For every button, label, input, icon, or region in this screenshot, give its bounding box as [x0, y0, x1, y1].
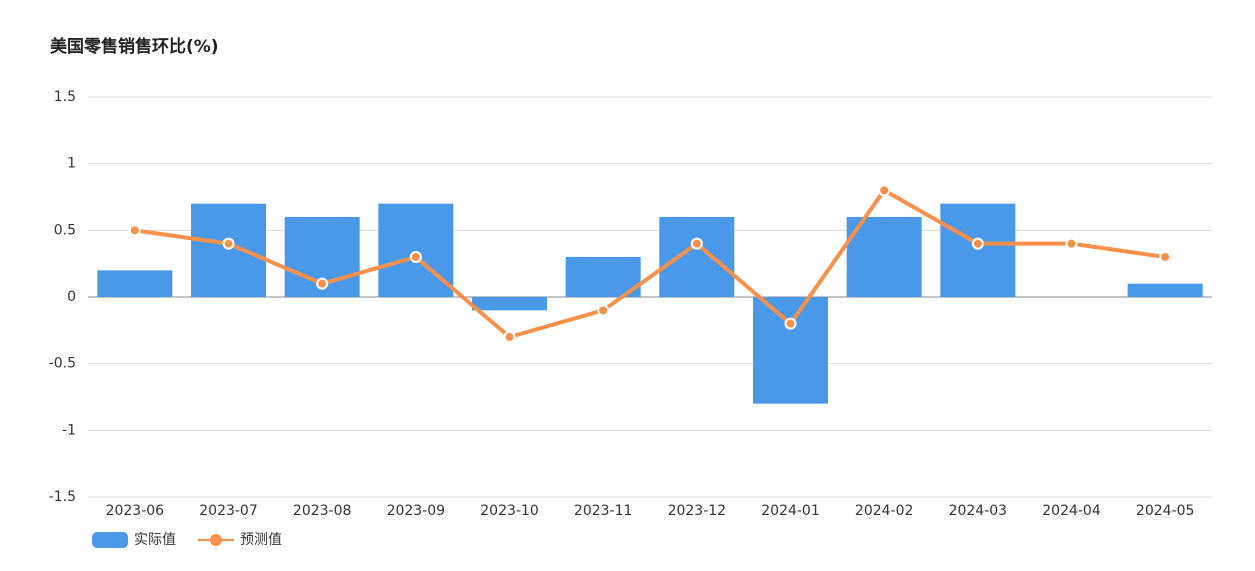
bar — [846, 217, 922, 297]
marker — [971, 237, 984, 250]
x-tick-label: 2023-09 — [387, 503, 446, 519]
y-tick-label: -1.5 — [49, 489, 76, 505]
legend-label: 实际值 — [134, 532, 176, 548]
y-tick-label: 0.5 — [54, 222, 76, 238]
marker — [597, 304, 610, 317]
x-tick-label: 2023-08 — [293, 503, 352, 519]
y-tick-label: -0.5 — [49, 356, 76, 372]
marker — [784, 317, 797, 330]
marker — [1159, 251, 1172, 263]
y-tick-label: 1.5 — [54, 89, 76, 105]
x-tick-label: 2023-11 — [574, 503, 633, 519]
bar — [753, 297, 828, 404]
bar — [97, 270, 173, 297]
legend-label: 预测值 — [240, 532, 282, 548]
x-tick-label: 2023-07 — [199, 503, 258, 519]
x-tick-label: 2024-05 — [1136, 503, 1195, 519]
bar — [472, 297, 547, 311]
x-tick-label: 2023-10 — [480, 503, 539, 519]
legend-swatch — [210, 534, 222, 546]
y-tick-label: 1 — [67, 156, 76, 172]
marker — [878, 184, 891, 197]
bar — [1127, 283, 1203, 297]
x-tick-label: 2024-03 — [949, 503, 1008, 519]
chart-title: 美国零售销售环比(%) — [50, 36, 219, 57]
y-tick-label: -1 — [62, 422, 76, 438]
marker — [409, 251, 422, 263]
y-tick-label: 0 — [67, 289, 76, 305]
marker — [503, 331, 516, 343]
x-tick-label: 2024-02 — [855, 503, 914, 519]
x-tick-label: 2024-01 — [761, 503, 820, 519]
bar — [378, 203, 454, 297]
legend-swatch — [92, 532, 128, 548]
marker — [316, 277, 329, 290]
bar — [191, 203, 266, 297]
marker — [690, 237, 703, 250]
bar — [659, 217, 735, 297]
x-tick-label: 2023-06 — [106, 503, 165, 519]
marker — [1065, 237, 1078, 250]
x-tick-label: 2023-12 — [668, 503, 727, 519]
line — [134, 188, 1166, 339]
x-tick-label: 2024-04 — [1042, 503, 1101, 519]
marker — [128, 224, 141, 237]
marker — [222, 237, 235, 250]
bar — [940, 203, 1016, 297]
